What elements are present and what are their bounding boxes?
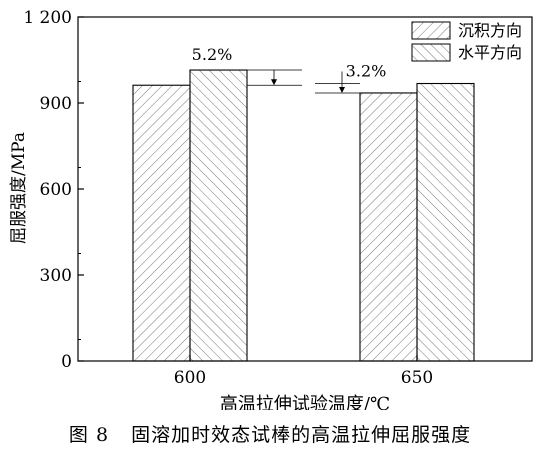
x-tick-label: 600 — [174, 368, 206, 388]
axes: 0 300 600 900 1 200 600 650 — [23, 8, 533, 388]
x-tick-label: 650 — [401, 368, 433, 388]
y-tick-label: 300 — [40, 266, 72, 286]
y-axis-label: 屈服强度/MPa — [9, 132, 29, 244]
x-axis-label: 高温拉伸试验温度/℃ — [220, 394, 390, 410]
y-tick-label: 1 200 — [23, 8, 72, 28]
y-tick-label: 600 — [40, 180, 72, 200]
diff-label: 5.2% — [192, 45, 233, 64]
y-tick-label: 900 — [40, 94, 72, 114]
figure-number: 图 8 — [68, 424, 110, 446]
bar-deposition-650 — [359, 92, 418, 362]
annotations: 5.2% 3.2% — [192, 45, 387, 94]
bar-horizontal-650 — [416, 82, 475, 362]
diff-arrow-head — [271, 79, 277, 86]
legend-swatch — [411, 43, 451, 62]
bar-deposition-600 — [132, 84, 191, 362]
legend-label: 沉积方向 — [458, 21, 522, 40]
legend-swatch — [411, 21, 451, 40]
legend-label: 水平方向 — [458, 43, 522, 62]
diff-label: 3.2% — [346, 62, 387, 81]
bars — [132, 69, 475, 362]
bar-horizontal-600 — [189, 69, 248, 362]
figure-caption: 图 8 固溶加时效态试棒的高温拉伸屈服强度 — [0, 420, 540, 447]
figure-title: 固溶加时效态试棒的高温拉伸屈服强度 — [131, 424, 472, 446]
y-tick-label: 0 — [61, 352, 72, 372]
diff-arrow-head — [339, 86, 345, 93]
